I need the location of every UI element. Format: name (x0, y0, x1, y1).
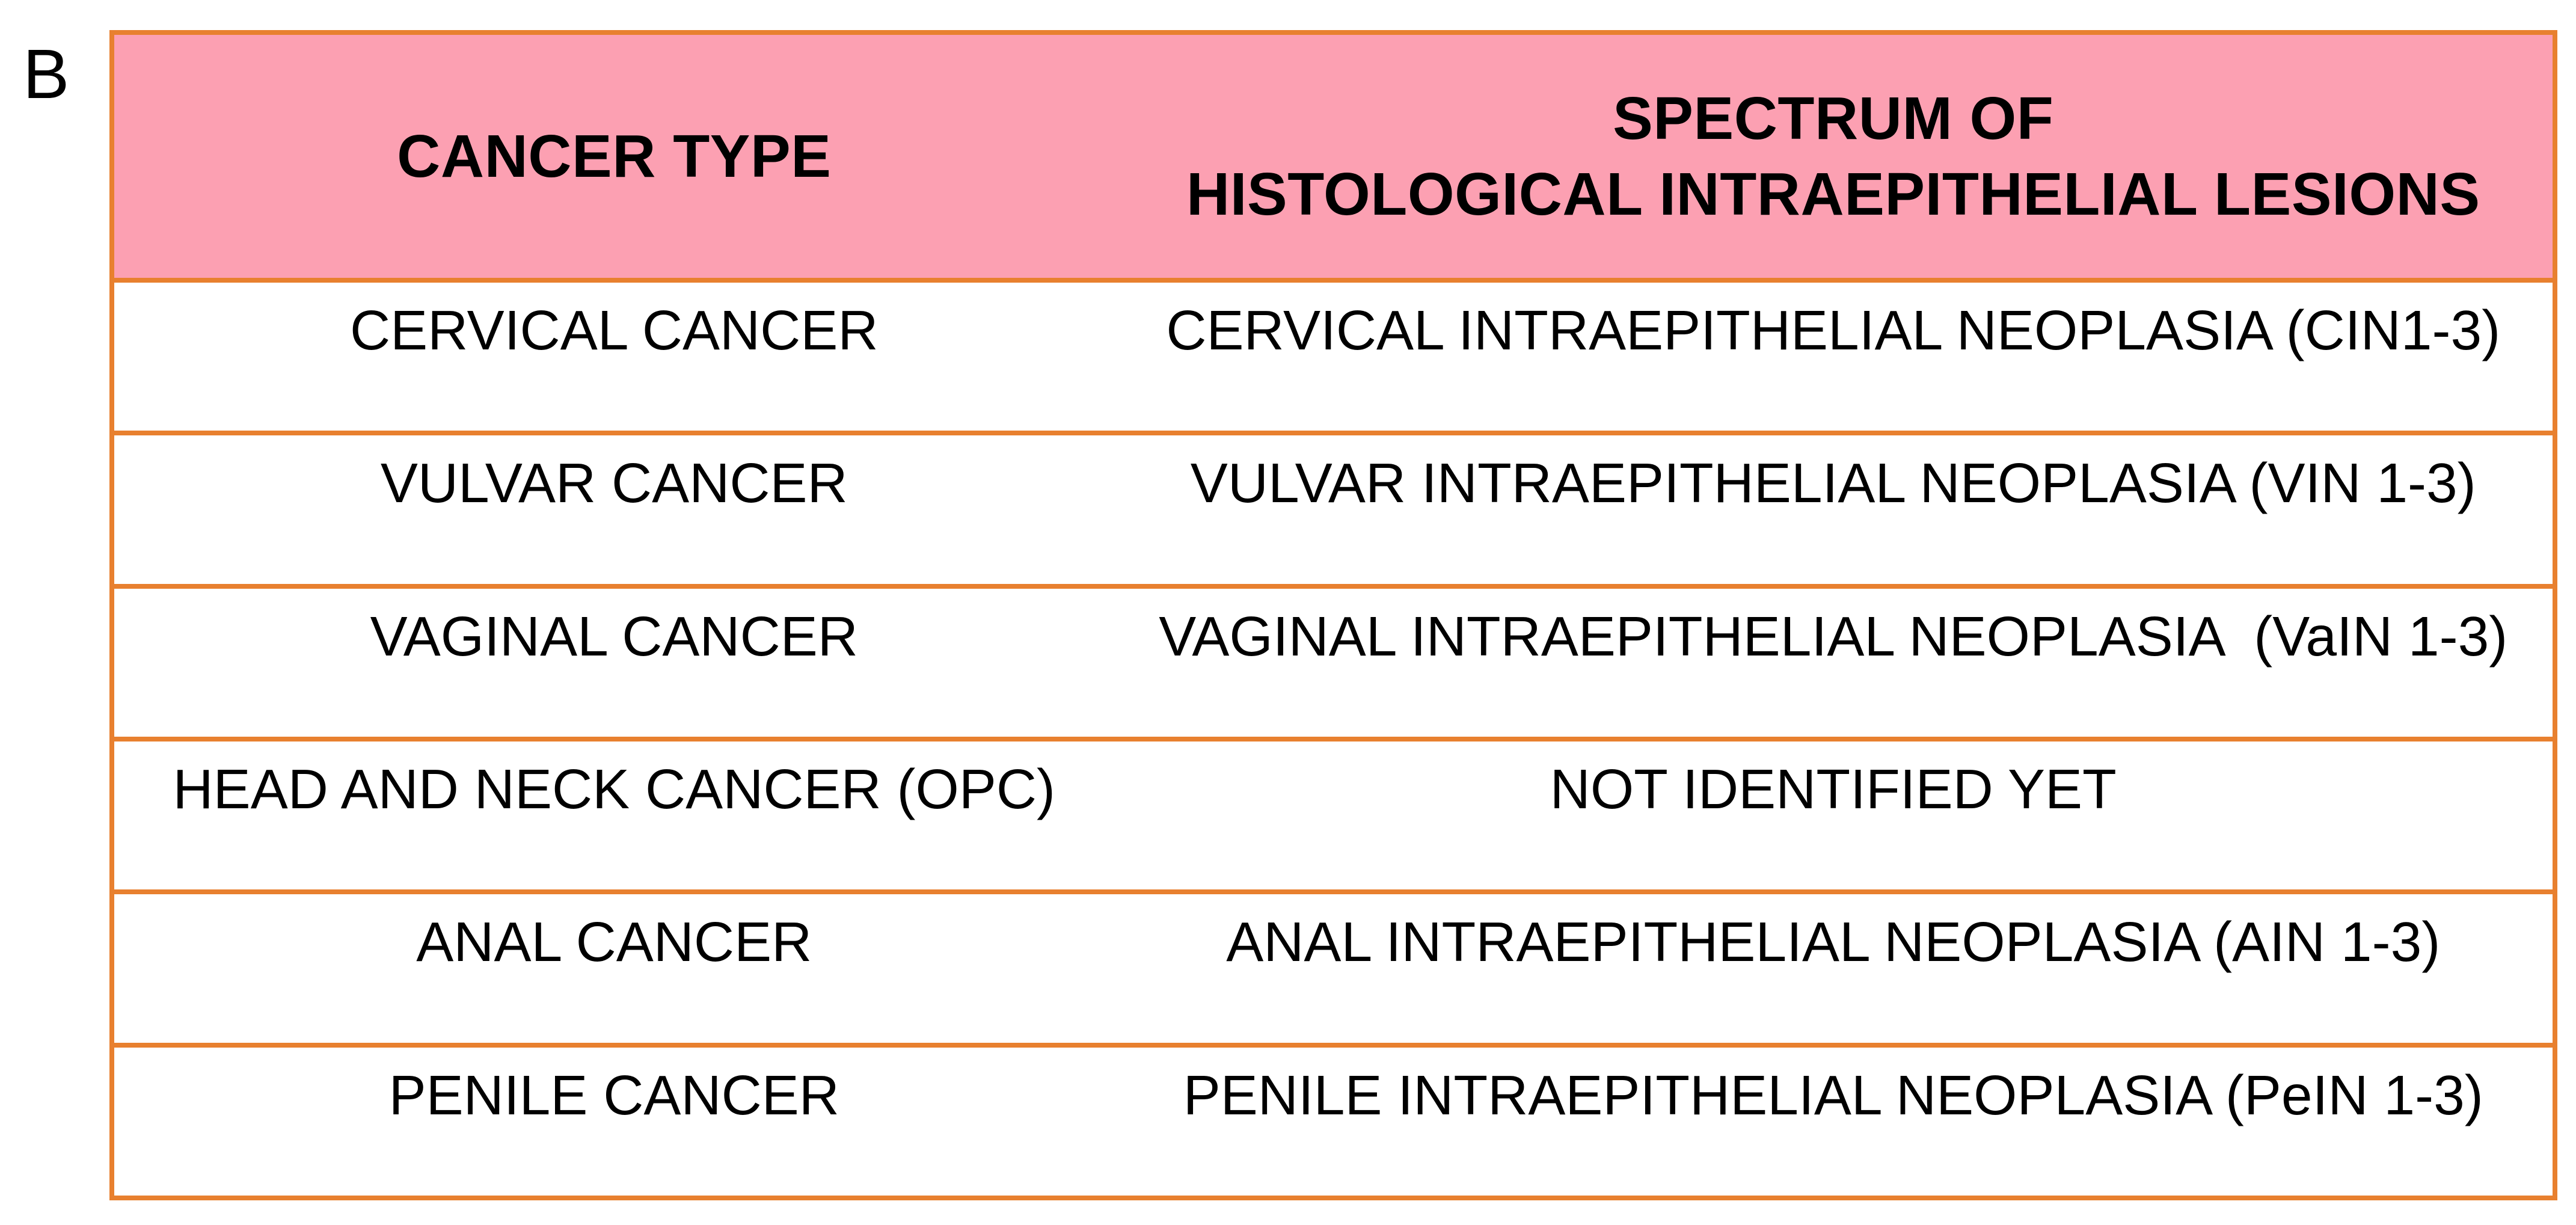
figure-panel-label: B (23, 35, 70, 113)
cell-cancer-type: VAGINAL CANCER (370, 604, 858, 668)
cell-lesion: VULVAR INTRAEPITHELIAL NEOPLASIA (VIN 1-… (1190, 452, 2476, 515)
cell-cancer-type: ANAL CANCER (416, 910, 812, 974)
table-row: PENILE CANCER PENILE INTRAEPITHELIAL NEO… (114, 1042, 2553, 1196)
header-cell-cancer-type: CANCER TYPE (114, 35, 1114, 278)
cell-cancer-type: HEAD AND NECK CANCER (OPC) (173, 757, 1056, 820)
cell-cancer-type: PENILE CANCER (388, 1063, 839, 1126)
table-row: CERVICAL CANCER CERVICAL INTRAEPITHELIAL… (114, 278, 2553, 431)
cell-cancer-type: CERVICAL CANCER (349, 299, 879, 361)
header-label-spectrum-line2: HISTOLOGICAL INTRAEPITHELIAL LESIONS (1186, 161, 2480, 228)
cell-lesion: CERVICAL INTRAEPITHELIAL NEOPLASIA (CIN1… (1166, 299, 2501, 361)
cell-cancer-type: VULVAR CANCER (380, 452, 848, 515)
cancer-lesion-table: CANCER TYPE SPECTRUM OF HISTOLOGICAL INT… (109, 30, 2557, 1200)
table-row: VAGINAL CANCER VAGINAL INTRAEPITHELIAL N… (114, 583, 2553, 737)
header-label-spectrum-line1: SPECTRUM OF (1613, 85, 2054, 152)
cell-lesion: PENILE INTRAEPITHELIAL NEOPLASIA (PeIN 1… (1183, 1063, 2483, 1126)
cell-lesion: VAGINAL INTRAEPITHELIAL NEOPLASIA (VaIN … (1159, 604, 2508, 668)
table-row: VULVAR CANCER VULVAR INTRAEPITHELIAL NEO… (114, 431, 2553, 584)
cell-lesion: NOT IDENTIFIED YET (1550, 757, 2117, 820)
header-label-cancer-type: CANCER TYPE (397, 123, 832, 190)
table-row: HEAD AND NECK CANCER (OPC) NOT IDENTIFIE… (114, 736, 2553, 890)
table-header-row: CANCER TYPE SPECTRUM OF HISTOLOGICAL INT… (114, 35, 2553, 278)
header-cell-spectrum: SPECTRUM OF HISTOLOGICAL INTRAEPITHELIAL… (1114, 35, 2553, 278)
table-row: ANAL CANCER ANAL INTRAEPITHELIAL NEOPLAS… (114, 889, 2553, 1043)
cell-lesion: ANAL INTRAEPITHELIAL NEOPLASIA (AIN 1-3) (1226, 910, 2441, 974)
